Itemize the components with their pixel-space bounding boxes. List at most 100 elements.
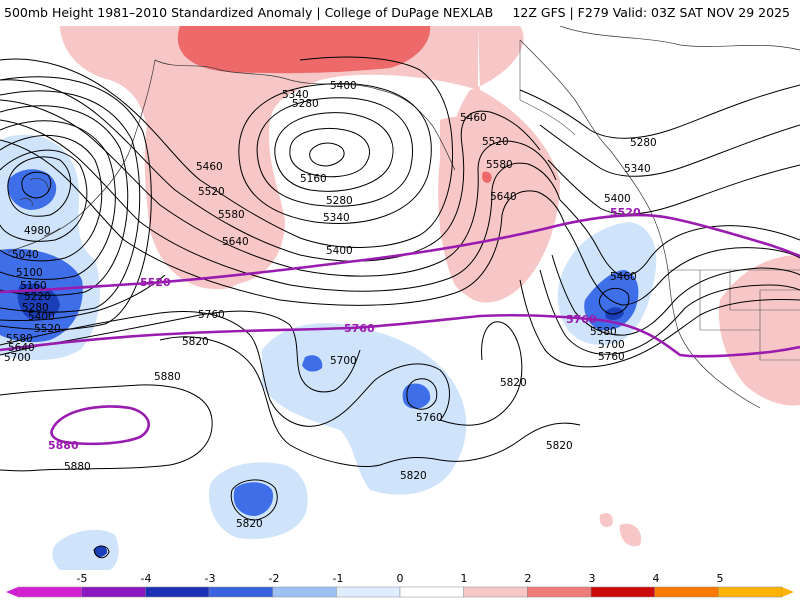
highlight-label: 5520 — [140, 276, 171, 289]
contour-label: 5520 — [34, 323, 61, 335]
contour-north-5400 — [547, 159, 800, 215]
contour-5880-west — [0, 384, 213, 472]
header: 500mb Height 1981–2010 Standardized Anom… — [0, 0, 800, 26]
contour-bering-low-2 — [7, 156, 71, 217]
positive-anomaly-southeast-2 — [619, 523, 642, 547]
contour-label: 5520 — [198, 186, 225, 198]
contour-label: 5280 — [292, 98, 319, 110]
colorbar-cells — [6, 586, 794, 598]
contour-label: 5820 — [500, 377, 527, 389]
contour-bering-5280 — [0, 76, 152, 330]
colorbar-tick: 3 — [589, 572, 596, 585]
contour-5460 — [0, 79, 541, 262]
contour-trough-5580 — [564, 224, 800, 306]
contour-label: 5340 — [624, 163, 651, 175]
contour-bering-5220 — [0, 90, 141, 313]
contour-label: 5880 — [64, 461, 91, 473]
contour-closed-low-inner — [309, 142, 345, 167]
contour-label: 5820 — [546, 440, 573, 452]
contour-label: 5880 — [154, 371, 181, 383]
colorbar-cell — [399, 586, 464, 598]
contour-south-5820 — [439, 321, 523, 426]
colorbar-cell — [463, 586, 528, 598]
contour-bering-4980 — [0, 149, 88, 242]
contour-label: 5280 — [326, 195, 353, 207]
colorbar-arrow-left — [6, 587, 18, 597]
contour-bering-5040 — [0, 134, 103, 262]
contour-label: 5580 — [590, 326, 617, 338]
contour-label: 5580 — [486, 159, 513, 171]
positive-anomaly-strong — [177, 26, 431, 74]
negative-anomaly-shading — [0, 134, 657, 570]
contour-label: 5700 — [598, 339, 625, 351]
contour-label: 5460 — [610, 271, 637, 283]
contour-label: 5280 — [630, 137, 657, 149]
contour-label: 5460 — [196, 161, 223, 173]
contour-labels: 5400 5340 5280 5160 5280 5340 5400 5460 … — [4, 80, 657, 530]
contour-label: 5160 — [20, 280, 47, 292]
highlight-label: 5760 — [344, 322, 375, 335]
contour-label: 5820 — [400, 470, 427, 482]
negative-anomaly-central-core — [402, 383, 431, 409]
positive-anomaly-west — [144, 117, 274, 290]
contour-label: 5400 — [326, 245, 353, 257]
negative-anomaly-bering-core — [7, 169, 57, 210]
colorbar-cell — [527, 586, 592, 598]
contour-label: 5100 — [16, 267, 43, 279]
contour-isolated-loop-2 — [230, 479, 278, 521]
colorbar-tick: -4 — [141, 572, 152, 585]
contour-label: 5640 — [222, 236, 249, 248]
height-contours — [0, 56, 800, 559]
highlight-contour-5880-loop — [50, 405, 150, 446]
contour-label: 5160 — [300, 173, 327, 185]
contour-closed-low-5340 — [238, 83, 432, 224]
contour-label: 5700 — [4, 352, 31, 364]
contour-label: 5640 — [490, 191, 517, 203]
contour-trough-5640 — [551, 254, 800, 336]
colorbar-cell — [590, 586, 655, 598]
contour-bering-5160 — [0, 105, 129, 296]
colorbar-tick: 4 — [653, 572, 660, 585]
alaska-border — [519, 40, 576, 136]
negative-anomaly-far-south-core — [94, 545, 108, 558]
highlight-contour-5760 — [0, 313, 800, 358]
model-valid-time: 12Z GFS | F279 Valid: 03Z SAT NOV 29 202… — [512, 5, 790, 20]
colorbar-cell — [208, 586, 273, 598]
contour-label: 5280 — [22, 302, 49, 314]
state-lines-2 — [729, 270, 800, 361]
contour-isolated-loop-3 — [93, 545, 110, 559]
contour-label: 5460 — [460, 112, 487, 124]
colorbar-cell — [718, 586, 783, 598]
contour-label: 5640 — [8, 342, 35, 354]
bering-islands — [19, 178, 49, 207]
contour-trough-5760 — [519, 279, 800, 368]
positive-anomaly-speck — [482, 171, 492, 183]
contour-5580 — [0, 119, 561, 292]
contour-closed-low-5160 — [289, 127, 370, 178]
colorbar-cell — [81, 586, 146, 598]
contour-trough-west-coast-5520 — [559, 199, 800, 277]
contour-west-coast-low — [598, 287, 630, 315]
contour-label: 5760 — [198, 309, 225, 321]
contour-5520 — [0, 99, 557, 277]
negative-anomaly-south-pacific-core — [233, 482, 274, 516]
colorbar-cell — [336, 586, 401, 598]
contour-5400-ridge — [0, 56, 453, 248]
highlight-label: 5880 — [48, 439, 79, 452]
map-title: 500mb Height 1981–2010 Standardized Anom… — [4, 5, 494, 20]
positive-anomaly-gulf — [438, 116, 549, 300]
highlight-contour-5520 — [0, 213, 800, 294]
colorbar-tick: -3 — [205, 572, 216, 585]
contour-label: 5040 — [12, 249, 39, 261]
contour-label: 5820 — [236, 518, 263, 530]
contour-closed-low-5220 — [274, 112, 394, 192]
highlight-labels: 5520 5760 5520 5760 5880 — [48, 206, 641, 452]
contour-label: 5580 — [6, 333, 33, 345]
positive-anomaly-southeast — [599, 513, 613, 527]
highlight-label: 5760 — [566, 313, 597, 326]
contour-label: 5340 — [323, 212, 350, 224]
colorbar-tick: -2 — [269, 572, 280, 585]
contour-label: 4980 — [24, 225, 51, 237]
contour-label: 5760 — [416, 412, 443, 424]
contour-5640 — [0, 139, 566, 306]
